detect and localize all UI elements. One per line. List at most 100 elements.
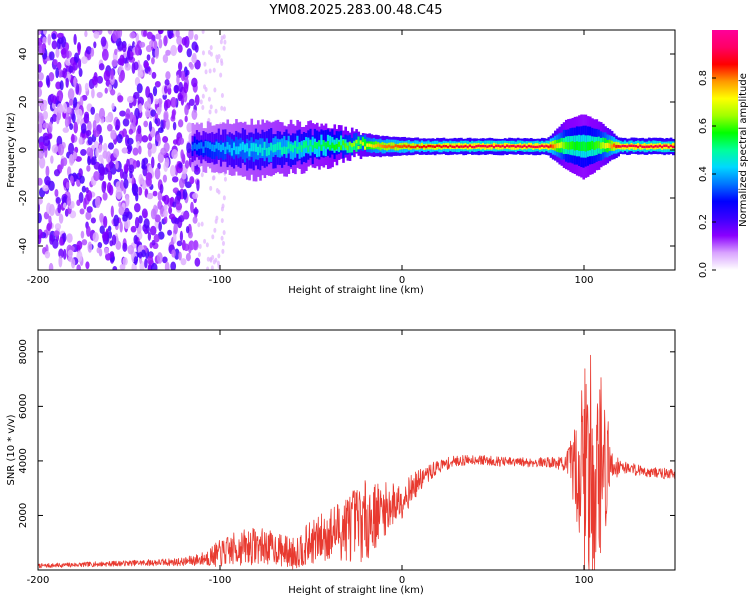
spectrogram-noise-cell bbox=[208, 109, 212, 115]
spectrogram-noise-cell bbox=[215, 54, 219, 60]
spectrogram-band-cell bbox=[560, 141, 564, 148]
spectrogram-noise-cell bbox=[107, 225, 112, 232]
spectrogram-band-cell bbox=[475, 145, 479, 148]
spectrogram-noise-cell bbox=[78, 191, 84, 204]
spectrogram-band-cell bbox=[235, 136, 238, 156]
spectrogram-band-cell bbox=[521, 145, 524, 148]
spectrogram-band-cell bbox=[578, 141, 581, 151]
spectrogram-noise-cell bbox=[150, 262, 158, 270]
spectrogram-noise-cell bbox=[134, 44, 141, 56]
spectrogram-band-cell bbox=[228, 144, 232, 153]
spectrogram-band-cell bbox=[281, 147, 284, 155]
spectrogram-noise-cell bbox=[42, 122, 50, 129]
spectrogram-noise-cell bbox=[121, 44, 127, 53]
spectrogram-noise-cell bbox=[53, 59, 58, 66]
spectrogram-noise-cell bbox=[79, 208, 85, 215]
spectrogram-y-tick-label: 0 bbox=[18, 147, 29, 153]
spectrogram-band-cell bbox=[272, 144, 275, 153]
spectrogram-band-cell bbox=[335, 143, 339, 150]
spectrogram-noise-cell bbox=[62, 127, 70, 133]
spectrogram-band-cell bbox=[427, 144, 430, 148]
spectrogram-band-cell bbox=[431, 145, 435, 148]
spectrogram-noise-cell bbox=[176, 240, 183, 247]
spectrogram-band-cell bbox=[440, 145, 444, 149]
spectrogram-band-cell bbox=[671, 145, 675, 149]
spectrogram-noise-cell bbox=[84, 82, 89, 92]
spectrogram-noise-cell bbox=[141, 179, 147, 191]
spectrogram-noise-cell bbox=[205, 242, 209, 248]
spectrogram-band-cell bbox=[368, 143, 372, 147]
spectrogram-band-cell bbox=[584, 142, 588, 152]
spectrogram-band-cell bbox=[383, 145, 387, 149]
spectrogram-noise-cell bbox=[92, 232, 99, 243]
spectrogram-noise-cell bbox=[203, 84, 207, 90]
snr-x-ticks: -200 -100 0 100 bbox=[27, 330, 594, 586]
spectrogram-noise-cell bbox=[145, 175, 152, 187]
spectrogram-band-cell bbox=[486, 145, 489, 148]
spectrogram-band-cell bbox=[444, 145, 448, 148]
spectrogram-noise-cell bbox=[141, 249, 146, 258]
spectrogram-noise-cell bbox=[76, 199, 81, 206]
spectrogram-noise-cell bbox=[48, 262, 54, 270]
spectrogram-noise-cell bbox=[110, 132, 116, 139]
spectrogram-noise-cell bbox=[38, 228, 43, 240]
spectrogram-noise-cell bbox=[62, 202, 67, 209]
spectrogram-band-cell bbox=[401, 145, 404, 148]
spectrogram-noise-cell bbox=[104, 115, 111, 123]
spectrogram-band-cell bbox=[208, 142, 212, 150]
spectrogram-band-cell bbox=[455, 144, 459, 148]
spectrogram-noise-cell bbox=[48, 121, 53, 134]
spectrogram-noise-cell bbox=[81, 56, 88, 64]
spectrogram-noise-cell bbox=[213, 227, 217, 233]
spectrogram-noise-cell bbox=[177, 44, 183, 53]
spectrogram-noise-cell bbox=[85, 129, 92, 137]
spectrogram-noise-cell bbox=[113, 148, 120, 158]
spectrogram-noise-cell bbox=[147, 66, 151, 72]
spectrogram-band-cell bbox=[324, 142, 328, 149]
spectrogram-noise-cell bbox=[69, 123, 74, 131]
spectrogram-noise-cell bbox=[133, 256, 138, 266]
spectrogram-noise-cell bbox=[59, 237, 64, 246]
spectrogram-noise-cell bbox=[52, 238, 59, 249]
spectrogram-noise-cell bbox=[107, 30, 113, 35]
spectrogram-noise-cell bbox=[144, 228, 149, 235]
spectrogram-noise-cell bbox=[48, 71, 55, 82]
spectrogram-noise-cell bbox=[62, 232, 67, 243]
spectrogram-noise-cell bbox=[121, 147, 128, 154]
spectrogram-noise-cell bbox=[45, 75, 50, 86]
spectrogram-band-cell bbox=[626, 145, 629, 148]
spectrogram-noise-cell bbox=[149, 225, 157, 236]
spectrogram-noise-cell bbox=[188, 30, 194, 41]
spectrogram-noise-cell bbox=[143, 218, 150, 229]
spectrogram-noise-cell bbox=[129, 170, 133, 179]
spectrogram-noise-cell bbox=[186, 122, 193, 133]
spectrogram-noise-cell bbox=[189, 176, 195, 185]
spectrogram-noise-cell bbox=[87, 120, 92, 132]
spectrogram-noise-cell bbox=[58, 94, 63, 102]
spectrogram-noise-cell bbox=[164, 79, 170, 86]
spectrogram-noise-cell bbox=[130, 225, 137, 233]
spectrogram-noise-cell bbox=[93, 72, 98, 82]
spectrogram-band-cell bbox=[394, 143, 398, 151]
spectrogram-noise-cell bbox=[220, 92, 224, 98]
spectrogram-noise-cell bbox=[212, 259, 216, 265]
spectrogram-band-cell bbox=[464, 144, 468, 148]
spectrogram-noise-cell bbox=[178, 251, 182, 261]
spectrogram-band-cell bbox=[294, 140, 297, 158]
spectrogram-band-cell bbox=[355, 143, 358, 152]
spectrogram-band-cell bbox=[294, 141, 297, 149]
spectrogram-noise-cell bbox=[78, 68, 83, 77]
spectrogram-band-cell bbox=[621, 144, 625, 148]
spectrogram-noise-cell bbox=[154, 80, 161, 88]
spectrogram-noise-cell bbox=[145, 45, 153, 53]
spectrogram-noise-cell bbox=[178, 81, 184, 93]
spectrogram-noise-cell bbox=[93, 141, 99, 149]
spectrogram-band-cell bbox=[342, 140, 345, 146]
spectrogram-noise-cell bbox=[62, 248, 67, 260]
spectrogram-noise-cell bbox=[165, 98, 172, 109]
spectrogram-noise-cell bbox=[138, 173, 144, 186]
spectrogram-band-cell bbox=[569, 141, 572, 150]
spectrogram-noise-cell bbox=[38, 197, 43, 205]
spectrogram-noise-cell bbox=[178, 61, 183, 71]
